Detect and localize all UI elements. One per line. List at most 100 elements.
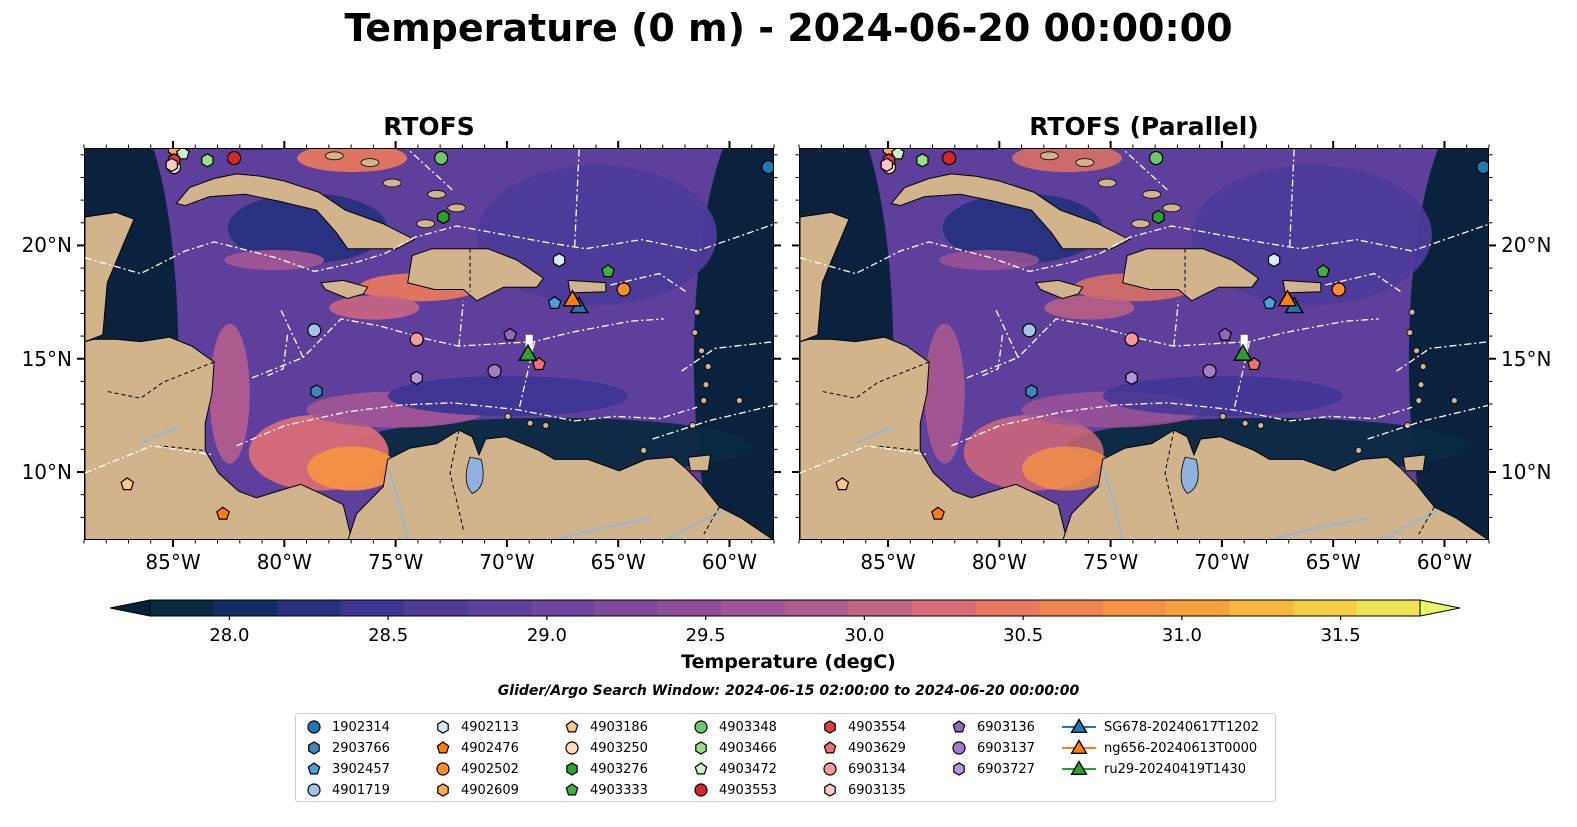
obs-4903553[interactable] bbox=[942, 150, 957, 166]
obs-4903472[interactable] bbox=[891, 149, 905, 160]
obs-ru29-20240419T1430[interactable] bbox=[1233, 343, 1253, 361]
temperature-field bbox=[307, 446, 398, 491]
legend-marker[interactable] bbox=[824, 720, 836, 734]
obs-ng656-20240613T0000[interactable] bbox=[1277, 289, 1298, 307]
obs-4903276[interactable] bbox=[1152, 209, 1165, 225]
colorbar-tick-label: 31.5 bbox=[1320, 625, 1361, 646]
legend-marker[interactable] bbox=[437, 783, 449, 797]
obs-4903466[interactable] bbox=[916, 153, 929, 168]
island bbox=[1219, 412, 1227, 420]
obs-4903333[interactable] bbox=[601, 264, 615, 278]
eez-boundary bbox=[1325, 272, 1402, 293]
obs-6903136[interactable] bbox=[1218, 327, 1233, 341]
legend-marker[interactable] bbox=[437, 720, 449, 734]
legend-label: 4902502 bbox=[461, 761, 519, 777]
eez-boundary bbox=[85, 223, 773, 275]
obs-2903766[interactable] bbox=[1025, 384, 1038, 399]
legend-marker[interactable] bbox=[823, 762, 837, 776]
obs-4903472[interactable] bbox=[176, 149, 190, 160]
river bbox=[665, 510, 723, 539]
map-panel-rtofs[interactable] bbox=[84, 148, 774, 540]
obs-4903276[interactable] bbox=[437, 209, 450, 225]
obs-2903766[interactable] bbox=[310, 384, 323, 399]
river bbox=[555, 517, 653, 539]
obs-1902314[interactable] bbox=[761, 160, 774, 175]
colorbar-tick-label: 29.5 bbox=[685, 625, 726, 646]
legend-marker[interactable] bbox=[824, 783, 836, 797]
legend-label: 4902476 bbox=[461, 740, 519, 756]
legend-entry: 4903333 bbox=[562, 780, 648, 800]
obs-4903348[interactable] bbox=[434, 150, 449, 166]
obs-4903553[interactable] bbox=[227, 150, 242, 166]
obs-ru29-20240419T1430[interactable] bbox=[518, 343, 538, 361]
obs-4902113[interactable] bbox=[1267, 252, 1281, 268]
obs-4902476[interactable] bbox=[931, 506, 945, 520]
obs-4902502[interactable] bbox=[616, 282, 631, 297]
temperature-field bbox=[939, 250, 1040, 271]
legend-marker[interactable] bbox=[565, 720, 579, 733]
obs-6903136[interactable] bbox=[503, 327, 518, 341]
obs-6903137[interactable] bbox=[487, 363, 502, 379]
obs-6903134[interactable] bbox=[409, 332, 424, 347]
land-mass bbox=[407, 248, 545, 302]
obs-4903333[interactable] bbox=[1316, 264, 1330, 278]
map-panel-rtofs-parallel[interactable] bbox=[799, 148, 1489, 540]
island bbox=[700, 397, 708, 404]
legend-marker[interactable] bbox=[307, 783, 321, 797]
lon-tick-label: 75°W bbox=[1082, 550, 1139, 574]
obs-4901719[interactable] bbox=[307, 323, 322, 338]
legend-marker[interactable] bbox=[307, 720, 321, 734]
island bbox=[1162, 203, 1182, 213]
island bbox=[416, 219, 435, 229]
legend-marker[interactable] bbox=[307, 762, 321, 775]
legend-marker[interactable] bbox=[436, 762, 450, 776]
obs-4901719[interactable] bbox=[1022, 323, 1037, 338]
legend-marker[interactable] bbox=[694, 783, 708, 797]
colorbar-segment bbox=[848, 600, 913, 616]
obs-6903135[interactable] bbox=[165, 157, 179, 173]
island bbox=[693, 308, 701, 316]
legend-marker[interactable] bbox=[565, 741, 579, 755]
legend-marker[interactable] bbox=[952, 720, 966, 733]
obs-4902502[interactable] bbox=[1331, 282, 1346, 297]
legend-marker[interactable] bbox=[694, 720, 708, 734]
legend-marker[interactable] bbox=[436, 741, 450, 754]
legend-marker[interactable] bbox=[952, 741, 966, 755]
island bbox=[542, 422, 550, 429]
obs-6903135[interactable] bbox=[880, 157, 894, 173]
colorbar-segment bbox=[467, 600, 532, 616]
obs-3902457[interactable] bbox=[1262, 295, 1277, 309]
obs-6903727[interactable] bbox=[1125, 370, 1138, 386]
land-mass bbox=[175, 173, 416, 250]
eez-boundary bbox=[800, 223, 1488, 275]
legend-entry: ru29-20240419T1430 bbox=[1062, 759, 1246, 779]
eez-boundary bbox=[966, 318, 1379, 379]
obs-6903134[interactable] bbox=[1124, 332, 1139, 347]
legend-marker[interactable] bbox=[1070, 739, 1088, 755]
legend-marker[interactable] bbox=[566, 762, 578, 776]
temperature-field bbox=[329, 295, 420, 320]
obs-6903727[interactable] bbox=[410, 370, 423, 386]
legend-marker[interactable] bbox=[695, 741, 707, 755]
legend-marker[interactable] bbox=[1070, 760, 1088, 776]
legend-marker[interactable] bbox=[953, 762, 965, 776]
legend-marker[interactable] bbox=[823, 741, 837, 754]
obs-3902457[interactable] bbox=[547, 295, 562, 309]
obs-4902113[interactable] bbox=[552, 252, 566, 268]
obs-4903186[interactable] bbox=[120, 477, 135, 491]
obs-4903466[interactable] bbox=[201, 153, 214, 168]
island bbox=[1413, 347, 1420, 355]
island bbox=[735, 397, 743, 404]
obs-4902476[interactable] bbox=[216, 506, 230, 520]
legend-marker[interactable] bbox=[308, 741, 320, 755]
obs-ng656-20240613T0000[interactable] bbox=[562, 289, 583, 307]
legend-marker[interactable] bbox=[565, 783, 579, 796]
obs-4903186[interactable] bbox=[835, 477, 850, 491]
legend-entry: 4903348 bbox=[691, 717, 777, 737]
obs-4903348[interactable] bbox=[1149, 150, 1164, 166]
obs-6903137[interactable] bbox=[1202, 363, 1217, 379]
legend-marker[interactable] bbox=[694, 762, 708, 775]
obs-1902314[interactable] bbox=[1476, 160, 1489, 175]
legend-marker[interactable] bbox=[1070, 718, 1088, 734]
land-mass bbox=[320, 279, 369, 300]
